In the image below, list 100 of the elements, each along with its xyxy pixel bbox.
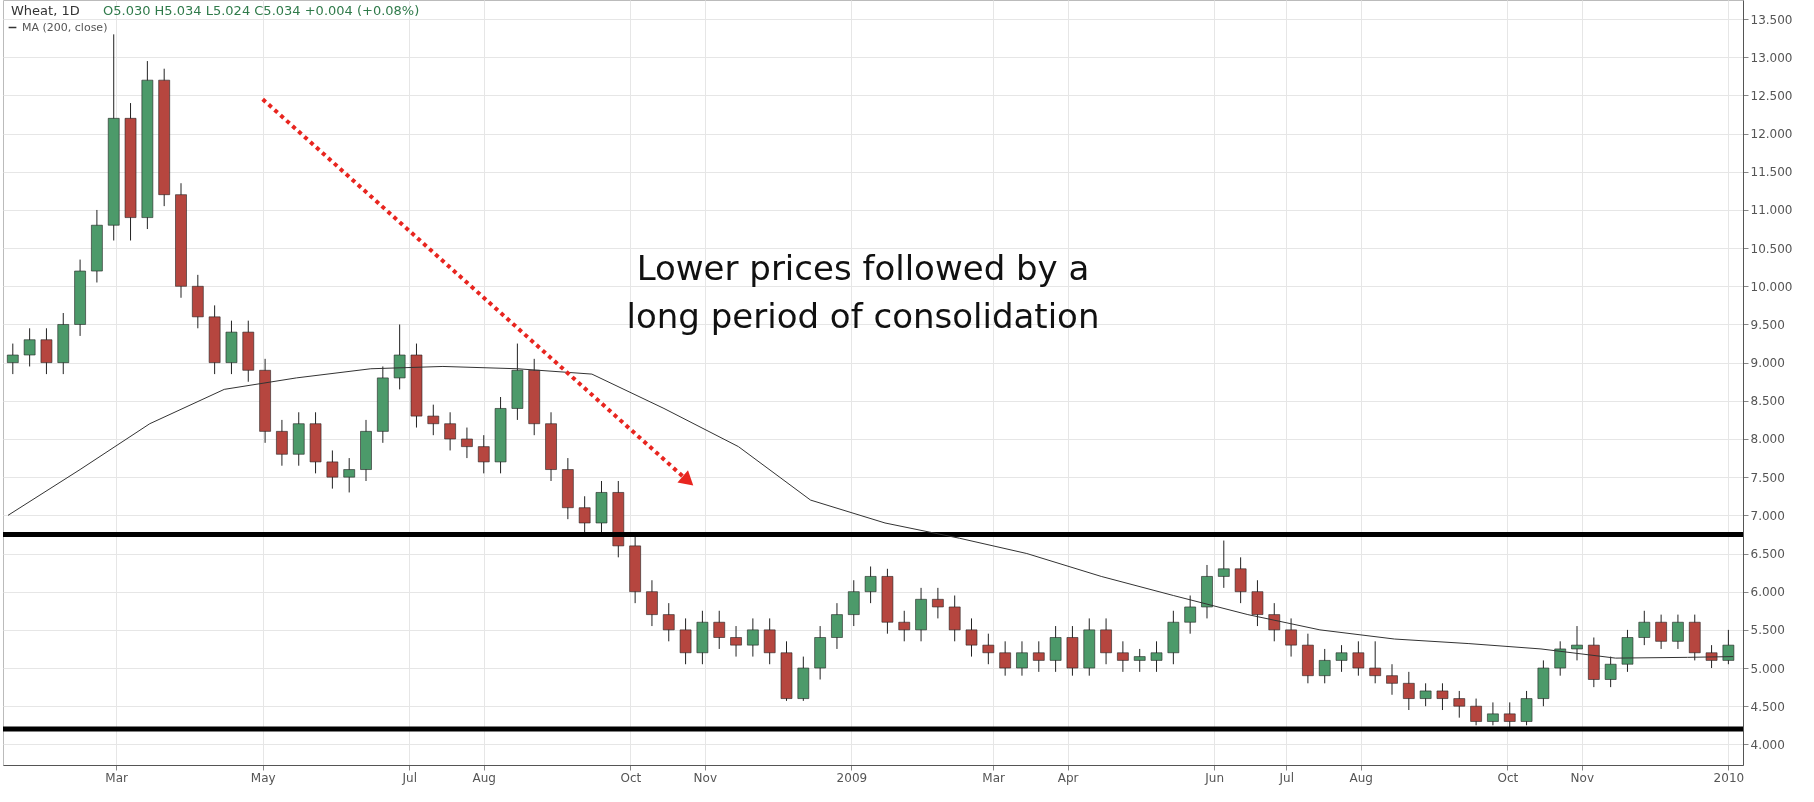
chart-title: Wheat, 1D (11, 3, 80, 18)
candlestick (1285, 617, 1297, 658)
y-tick-label: 6.500 (1750, 547, 1785, 562)
line-series (7, 365, 1734, 659)
candlestick (1571, 625, 1583, 661)
candlestick (1403, 671, 1415, 711)
y-tick-label: 13.500 (1750, 12, 1793, 27)
y-tick-label: 5.000 (1750, 661, 1785, 676)
candlestick (932, 587, 944, 619)
candlestick (326, 449, 339, 490)
candlestick (276, 419, 288, 467)
candlestick (1419, 682, 1432, 707)
candlestick (831, 602, 843, 650)
x-tick-label: May (250, 770, 276, 785)
candlestick (343, 457, 355, 493)
candlestick (1268, 602, 1281, 642)
candlestick (1049, 625, 1062, 673)
candlestick (1352, 640, 1365, 677)
candlestick (1133, 648, 1146, 673)
candlestick (461, 427, 473, 459)
candlestick (1251, 579, 1264, 627)
y-tick-label: 7.500 (1750, 470, 1785, 485)
candlestick (444, 411, 456, 451)
candlestick (477, 434, 490, 474)
candlestick (1554, 640, 1566, 677)
candlestick (1722, 629, 1735, 665)
x-tick-label: 2010 (1713, 770, 1745, 785)
candlestick (948, 595, 961, 642)
candlestick (1150, 640, 1163, 673)
x-tick-label: Oct (620, 770, 642, 785)
candlestick (1369, 640, 1381, 684)
candlestick (999, 640, 1011, 677)
candlestick (1655, 614, 1667, 650)
x-tick-label: 2009 (836, 770, 868, 785)
candlestick (1453, 690, 1466, 719)
y-tick-label: 7.000 (1750, 508, 1785, 523)
x-tick-label: Jul (401, 770, 418, 785)
candlestick (1218, 540, 1230, 589)
candlestick (898, 610, 911, 642)
y-tick-label: 12.500 (1750, 88, 1793, 103)
x-tick-label: Nov (693, 770, 718, 785)
candlestick (23, 327, 36, 367)
annotation: O5.030 H5.034 L5.024 C5.034 +0.004 (+0.08%) (103, 3, 420, 18)
y-tick-label: 8.000 (1750, 432, 1785, 447)
candlestick (847, 579, 860, 627)
candlestick (747, 617, 759, 658)
candlestick (730, 625, 742, 658)
candlestick (1638, 610, 1651, 646)
x-tick-label: Mar (982, 770, 1006, 785)
candlestick (1318, 648, 1331, 684)
y-tick-label: 5.500 (1750, 623, 1785, 638)
candlestick (1470, 698, 1482, 726)
candlestick (1032, 640, 1045, 673)
candlestick (763, 617, 776, 665)
x-tick-label: Nov (1570, 770, 1595, 785)
candlestick (578, 495, 591, 535)
candlestick (1520, 690, 1533, 726)
legend-label: MA (200, close) (22, 20, 108, 34)
candlestick (982, 633, 995, 665)
x-tick-label: Mar (105, 770, 129, 785)
candlestick (40, 327, 53, 375)
y-tick-label: 9.500 (1750, 317, 1785, 332)
y-tick-label: 11.000 (1750, 203, 1793, 218)
y-tick-label: 12.000 (1750, 127, 1793, 142)
candlestick (1604, 656, 1617, 688)
candlestick (679, 617, 692, 665)
y-tick-label: 4.500 (1750, 699, 1785, 714)
candlestick (1503, 701, 1516, 729)
candlestick (1386, 663, 1398, 696)
candlestick (864, 566, 877, 604)
candlestick (646, 579, 658, 627)
candlestick (662, 602, 675, 642)
candlestick (1184, 595, 1196, 635)
candlestick (427, 404, 440, 436)
y-tick-label: 10.000 (1750, 279, 1793, 294)
x-tick-label: Aug (1349, 770, 1373, 785)
x-tick-label: Apr (1057, 770, 1079, 785)
y-tick-label: 10.500 (1750, 241, 1793, 256)
y-tick-label: 4.000 (1750, 737, 1785, 752)
y-tick-label: 6.000 (1750, 585, 1785, 600)
candlestick (1672, 614, 1684, 650)
y-tick-label: 8.500 (1750, 394, 1785, 409)
candlestick (1016, 640, 1028, 677)
candlestick (1487, 701, 1499, 726)
candlestick (1335, 644, 1348, 673)
x-tick-label: Jul (1278, 770, 1295, 785)
candlestick (1100, 617, 1112, 665)
x-tick-label: Aug (472, 770, 496, 785)
x-tick-label: Oct (1497, 770, 1519, 785)
x-tick-label: Jun (1204, 770, 1225, 785)
y-tick-label: 9.000 (1750, 356, 1785, 371)
candlestick (1234, 556, 1247, 604)
candlestick (1117, 640, 1129, 673)
annotation: Lower prices followed by a long period of consolidation (626, 248, 1100, 336)
y-tick-label: 13.000 (1750, 50, 1793, 65)
candlestick (713, 610, 726, 650)
candlestick (7, 343, 19, 375)
candlestick (965, 617, 978, 658)
candlestick (1436, 682, 1449, 711)
candlestick (393, 323, 406, 390)
